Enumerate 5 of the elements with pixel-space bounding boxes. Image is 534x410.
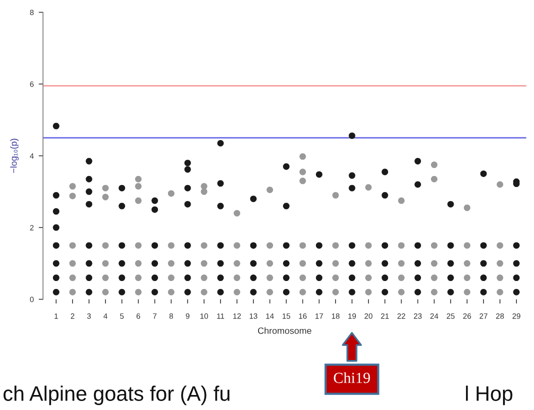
text: Chi19	[334, 372, 370, 384]
x-axis-title: Chromosome	[258, 327, 312, 334]
y-axis-title: −log₁₀(p)	[10, 138, 19, 173]
text: l Hop	[466, 386, 512, 406]
text: ch Alpine goats for (A) fu	[4, 386, 230, 406]
